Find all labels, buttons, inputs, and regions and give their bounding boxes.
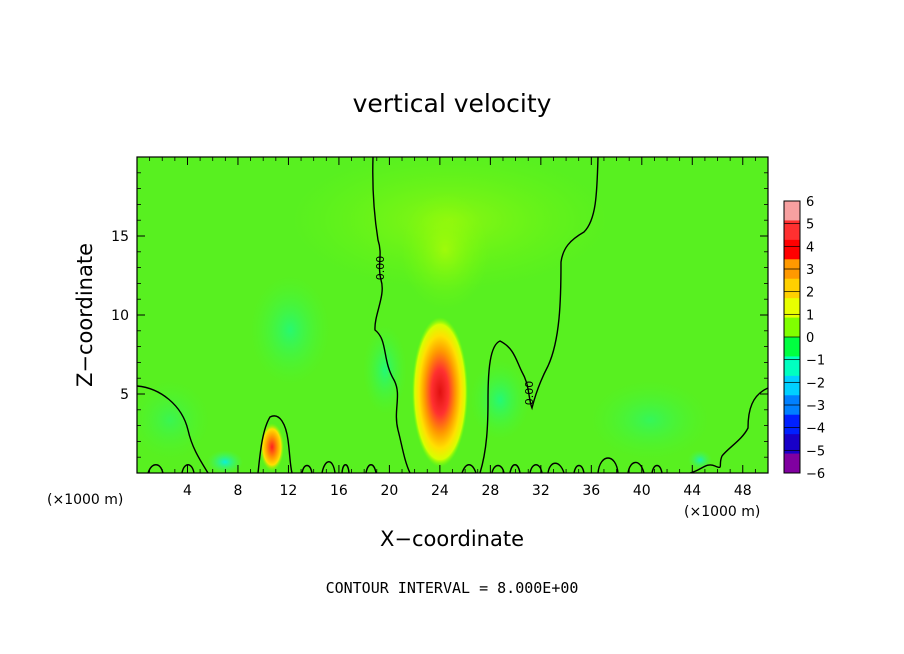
contour-interval-note: CONTOUR INTERVAL = 8.000E+00 (326, 579, 579, 597)
x-tick-label: 32 (532, 483, 550, 499)
colorbar: 6 5 4 3 2 1 0 −1 −2 −3 −4 −5 −6 (783, 195, 825, 482)
y-tick-label: 5 (120, 387, 129, 403)
contour-right-base (689, 387, 768, 473)
x-tick-label: 16 (330, 483, 348, 499)
colorbar-label: −2 (806, 376, 825, 391)
x-tick-label: 48 (734, 483, 752, 499)
x-tick-label: 4 (183, 483, 192, 499)
colorbar-swatch (784, 375, 800, 396)
colorbar-swatch (784, 220, 800, 241)
colorbar-label: −3 (806, 399, 825, 414)
colorbar-label: 5 (806, 218, 814, 233)
x-tick-label: 28 (481, 483, 499, 499)
colorbar-swatch (784, 278, 800, 299)
y-tick-label: 10 (111, 308, 129, 324)
colorbar-swatch (784, 356, 800, 377)
y-tick-label: 15 (111, 229, 129, 245)
x-tick-label: 12 (280, 483, 298, 499)
colorbar-swatch (784, 434, 800, 455)
colorbar-label: 6 (806, 195, 814, 210)
x-unit-right: (×1000 m) (684, 504, 760, 520)
updraft-small (260, 423, 284, 471)
colorbar-swatch (784, 414, 800, 435)
colorbar-label: 0 (806, 331, 814, 346)
colorbar-label: −4 (806, 422, 825, 437)
velocity-field (137, 157, 768, 473)
colorbar-label: −1 (806, 354, 825, 369)
contour-left-tower (372, 157, 411, 473)
x-tick-label: 44 (683, 483, 701, 499)
x-unit-left: (×1000 m) (47, 492, 123, 508)
colorbar-label: 4 (806, 240, 814, 255)
colorbar-label: −6 (806, 467, 825, 482)
x-axis-ticks: 4 8 12 16 20 24 28 32 36 40 44 48 (149, 157, 769, 499)
x-tick-label: 40 (633, 483, 651, 499)
x-tick-label: 36 (582, 483, 600, 499)
zero-contours (137, 157, 768, 473)
x-tick-label: 8 (233, 483, 242, 499)
x-tick-label: 24 (431, 483, 449, 499)
chart-title: vertical velocity (353, 89, 552, 118)
updraft-main (412, 317, 468, 467)
x-axis-title: X−coordinate (380, 527, 524, 551)
colorbar-swatch (784, 337, 800, 357)
colorbar-label: −5 (806, 444, 825, 459)
y-axis-ticks: 5 10 15 (111, 172, 768, 458)
y-axis-title: Z−coordinate (73, 243, 97, 387)
colorbar-label: 2 (806, 286, 814, 301)
colorbar-swatch (784, 201, 800, 221)
colorbar-swatch (784, 317, 800, 338)
colorbar-label: 3 (806, 263, 814, 278)
contour-label-lower: 0.00 (523, 381, 536, 406)
x-tick-label: 20 (380, 483, 398, 499)
colorbar-label: 1 (806, 308, 814, 323)
colorbar-swatch (784, 453, 800, 474)
colorbar-swatch (784, 239, 800, 260)
colorbar-swatch (784, 298, 800, 319)
contour-small-updraft (257, 415, 293, 473)
contour-left-base (137, 385, 209, 473)
contour-label-upper: 0.00 (374, 256, 387, 281)
contour-right-tower (479, 157, 599, 473)
